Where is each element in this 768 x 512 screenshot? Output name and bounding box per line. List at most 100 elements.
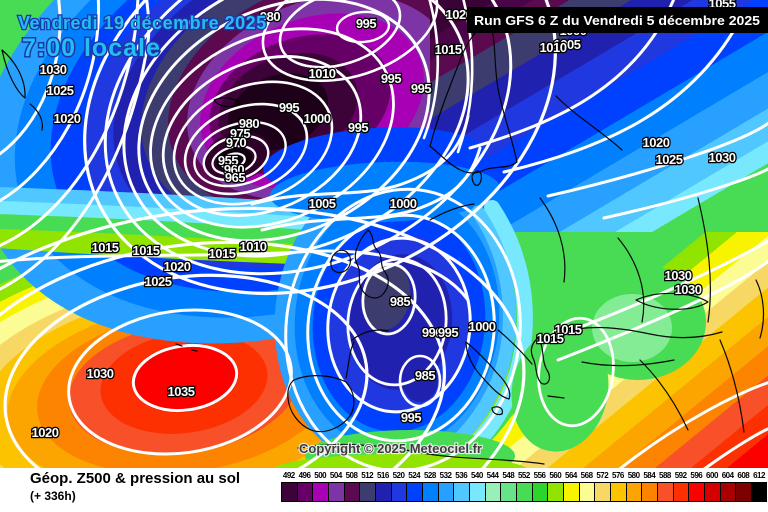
colorbar-swatch xyxy=(641,482,658,502)
colorbar-step: 508 xyxy=(343,471,360,502)
colorbar-swatch xyxy=(359,482,376,502)
colorbar-step: 532 xyxy=(437,471,454,502)
map-overlays: Run GFS 6 Z du Vendredi 5 décembre 2025 … xyxy=(17,7,768,457)
colorbar-swatch xyxy=(547,482,564,502)
colorbar-value: 604 xyxy=(721,471,734,480)
pressure-label: 1025 xyxy=(656,152,683,167)
colorbar-value: 592 xyxy=(674,471,687,480)
colorbar-value: 596 xyxy=(690,471,703,480)
colorbar-swatch xyxy=(578,482,595,502)
pressure-label: 975 xyxy=(230,126,250,141)
colorbar-step: 568 xyxy=(578,471,595,502)
pressure-label: 1025 xyxy=(47,83,74,98)
colorbar-step: 588 xyxy=(657,471,673,502)
colorbar-value: 548 xyxy=(502,471,515,480)
valid-time-text: 7:00 locale xyxy=(22,34,161,62)
pressure-label: 1020 xyxy=(643,135,670,150)
colorbar-value: 584 xyxy=(643,471,656,480)
pressure-label: 980 xyxy=(260,9,280,24)
pressure-label: 1030 xyxy=(40,62,67,77)
colorbar-step: 528 xyxy=(422,471,438,502)
colorbar-step: 560 xyxy=(547,471,564,502)
colorbar-value: 524 xyxy=(408,471,421,480)
footer-panel: Géop. Z500 & pression au sol (+ 336h) 49… xyxy=(0,468,768,512)
colorbar-step: 500 xyxy=(312,471,329,502)
colorbar-value: 600 xyxy=(706,471,718,480)
colorbar-swatch xyxy=(469,482,485,502)
colorbar-value: 520 xyxy=(392,471,405,480)
colorbar-swatch xyxy=(343,482,360,502)
colorbar-value: 492 xyxy=(282,471,295,480)
colorbar-step: 544 xyxy=(484,471,501,502)
colorbar-step: 540 xyxy=(469,471,485,502)
colorbar-step: 576 xyxy=(610,471,626,502)
pressure-label: 1005 xyxy=(309,196,336,211)
colorbar-step: 496 xyxy=(296,471,313,502)
colorbar-value: 532 xyxy=(439,471,452,480)
colorbar-value: 608 xyxy=(737,471,750,480)
pressure-label: 1030 xyxy=(87,366,114,381)
colorbar-value: 512 xyxy=(361,471,374,480)
colorbar-swatch xyxy=(437,482,454,502)
colorbar-swatch xyxy=(610,482,626,502)
pressure-label: 985 xyxy=(415,368,435,383)
colorbar-swatch xyxy=(719,482,736,502)
pressure-label: 1015 xyxy=(555,322,582,337)
colorbar-swatch xyxy=(751,482,767,502)
colorbar-swatch xyxy=(484,482,501,502)
pressure-label: 960 xyxy=(224,162,244,177)
pressure-label: 980 xyxy=(239,116,259,131)
colorbar-value: 572 xyxy=(596,471,609,480)
pressure-label: 1030 xyxy=(675,282,702,297)
colorbar-step: 516 xyxy=(375,471,391,502)
colorbar-step: 504 xyxy=(328,471,344,502)
pressure-label: 1015 xyxy=(92,240,119,255)
colorbar-swatch xyxy=(406,482,423,502)
colorbar-value: 504 xyxy=(329,471,342,480)
pressure-label: 995 xyxy=(348,120,368,135)
geopotential-colorbar: 492 496 500 504 508 512 516 520 524 528 532 536 540 5… xyxy=(281,471,767,502)
colorbar-value: 516 xyxy=(376,471,389,480)
colorbar-step: 600 xyxy=(704,471,720,502)
pressure-label: 995 xyxy=(411,81,431,96)
colorbar-swatch xyxy=(312,482,329,502)
pressure-label: 1015 xyxy=(133,243,160,258)
colorbar-value: 564 xyxy=(565,471,577,480)
forecast-hour: (+ 336h) xyxy=(30,489,76,503)
green-patches xyxy=(511,264,706,452)
pressure-label: 1020 xyxy=(164,259,191,274)
colorbar-swatch xyxy=(594,482,611,502)
colorbar-swatch xyxy=(735,482,752,502)
colorbar-step: 564 xyxy=(563,471,579,502)
pressure-label: 1020 xyxy=(54,111,81,126)
colorbar-value: 536 xyxy=(455,471,468,480)
colorbar-swatch xyxy=(500,482,517,502)
pressure-label: 1000 xyxy=(390,196,417,211)
pressure-label: 1015 xyxy=(435,42,462,57)
pressure-label: 1005 xyxy=(554,37,581,52)
pressure-label: 1020 xyxy=(32,425,59,440)
colorbar-swatch xyxy=(625,482,642,502)
colorbar-swatch xyxy=(328,482,344,502)
pressure-label: 1010 xyxy=(540,40,567,55)
colorbar-swatch xyxy=(657,482,673,502)
copyright-text: Copyright © 2025 Meteociel.fr xyxy=(299,441,482,456)
pressure-label: 985 xyxy=(390,294,410,309)
pressure-label: 1020 xyxy=(446,7,473,22)
pressure-label: 995 xyxy=(401,410,421,425)
isobar-contours xyxy=(0,0,768,468)
colorbar-step: 604 xyxy=(719,471,736,502)
pressure-label: 995 xyxy=(381,71,401,86)
colorbar-swatch xyxy=(688,482,705,502)
colorbar-value: 508 xyxy=(345,471,358,480)
colorbar-step: 584 xyxy=(641,471,658,502)
colorbar-step: 520 xyxy=(390,471,407,502)
pressure-label: 965 xyxy=(225,170,245,185)
pressure-label: 995 xyxy=(356,16,376,31)
colorbar-value: 588 xyxy=(659,471,671,480)
colorbar-value: 544 xyxy=(486,471,499,480)
colorbar-step: 548 xyxy=(500,471,517,502)
pressure-label: 970 xyxy=(226,135,246,150)
